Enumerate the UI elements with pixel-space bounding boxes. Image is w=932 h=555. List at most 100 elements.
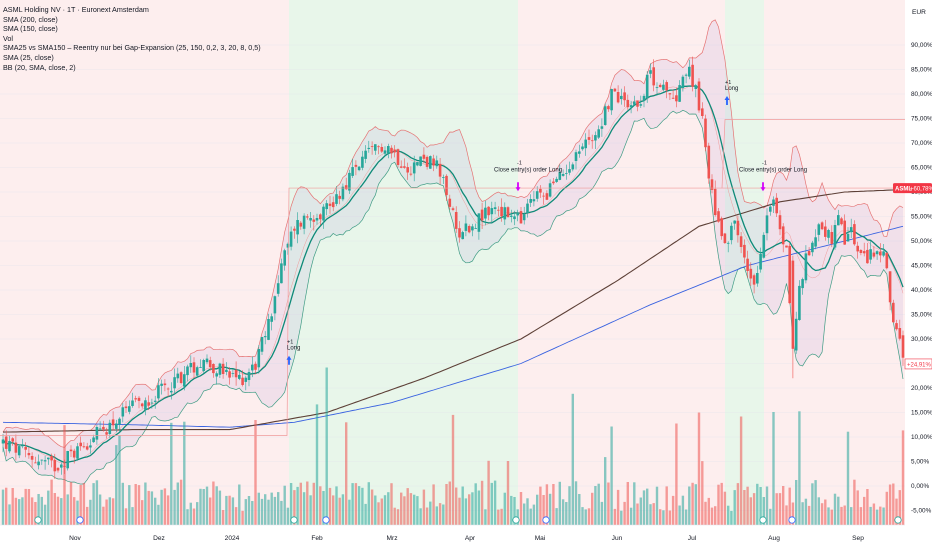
candle-body <box>704 118 707 148</box>
volume-bar <box>105 499 108 525</box>
volume-bar <box>124 508 128 525</box>
volume-bar <box>901 430 905 525</box>
legend-item[interactable]: BB (20, SMA, close, 2) <box>3 62 76 72</box>
volume-bar <box>646 488 649 525</box>
candle-body <box>658 84 662 88</box>
candle-body <box>565 173 568 174</box>
candle-body <box>221 363 225 374</box>
legend-item[interactable]: Vol <box>3 33 13 43</box>
earnings-dividend-marker <box>290 516 298 524</box>
candle-body <box>694 85 698 89</box>
volume-bar <box>202 489 205 525</box>
candle-body <box>895 323 898 330</box>
volume-bar <box>179 479 183 525</box>
candle-body <box>412 162 416 174</box>
candle-body <box>629 105 633 108</box>
candle-body <box>820 222 824 230</box>
volume-bar <box>121 482 124 525</box>
candle-body <box>833 225 837 248</box>
candle-body <box>72 450 76 458</box>
volume-bar <box>497 509 500 525</box>
legend-item[interactable]: SMA (150, close) <box>3 24 58 34</box>
candle-body <box>208 360 212 368</box>
candle-body <box>688 66 691 77</box>
volume-bar <box>273 496 277 525</box>
candle-body <box>293 228 296 231</box>
volume-bar <box>704 501 707 525</box>
volume-bar <box>723 491 727 525</box>
volume-bar <box>387 492 390 525</box>
volume-bar <box>14 497 18 525</box>
volume-bar <box>620 510 623 525</box>
candle-body <box>642 95 646 101</box>
candle-body <box>267 319 270 340</box>
volume-bar <box>532 504 536 525</box>
volume-bar <box>102 506 105 525</box>
candle-body <box>817 224 821 235</box>
candle-body <box>85 446 89 450</box>
legend-item[interactable]: SMA (25, close) <box>3 52 54 62</box>
volume-bar <box>752 493 756 525</box>
candle-body <box>137 397 141 401</box>
volume-bar <box>69 482 73 525</box>
volume-bar <box>383 495 387 525</box>
candle-body <box>192 362 196 373</box>
volume-bar <box>811 483 814 525</box>
volume-bar <box>701 461 704 525</box>
volume-bar <box>824 499 827 525</box>
candle-body <box>357 166 361 171</box>
candle-body <box>286 243 290 248</box>
legend-item[interactable]: SMA25 vs SMA150 – Reentry nur bei Gap-Ex… <box>3 43 261 53</box>
volume-bar <box>578 494 581 525</box>
candle-body <box>775 197 778 214</box>
candle-body <box>461 232 464 240</box>
region-band <box>289 0 518 525</box>
candle-body <box>480 209 484 221</box>
volume-bar <box>817 497 820 525</box>
candle-body <box>225 369 228 372</box>
candle-body <box>24 447 27 450</box>
signal-regions <box>0 0 905 525</box>
volume-bar <box>348 499 351 525</box>
volume-bar <box>853 479 856 525</box>
candle-body <box>403 166 406 168</box>
legend-item[interactable]: SMA (200, close) <box>3 14 58 24</box>
volume-bar <box>79 485 82 525</box>
volume-bar <box>500 508 503 525</box>
candle-body <box>21 445 24 447</box>
candle-body <box>807 251 811 256</box>
x-tick-label: Sep <box>852 535 864 542</box>
candle-body <box>668 93 672 95</box>
volume-bar <box>668 510 672 525</box>
candle-body <box>879 251 882 256</box>
volume-bar <box>565 502 568 525</box>
volume-bar <box>299 482 302 525</box>
candle-body <box>131 400 134 406</box>
volume-bar <box>170 422 173 525</box>
volume-bar <box>98 494 102 525</box>
y-tick-label: 0,00% <box>911 483 929 490</box>
candle-body <box>743 244 746 258</box>
volume-bar <box>458 497 461 525</box>
volume-bar <box>665 486 668 525</box>
candle-body <box>396 149 400 165</box>
volume-bar <box>345 422 348 525</box>
y-tick-label: 70,00% <box>911 140 932 147</box>
volume-bar <box>354 483 358 525</box>
volume-bar <box>529 508 532 525</box>
candle-body <box>869 249 872 260</box>
candle-body <box>671 97 675 99</box>
volume-bar <box>335 486 338 525</box>
volume-bar <box>869 506 872 525</box>
sma200-line <box>2 188 904 433</box>
volume-bar <box>626 482 629 525</box>
candle-body <box>555 178 558 182</box>
volume-bar <box>205 486 209 525</box>
volume-bar <box>510 495 513 525</box>
candle-body <box>778 215 782 230</box>
volume-bar <box>293 490 296 525</box>
volume-bar <box>89 499 92 525</box>
candle-body <box>578 151 581 154</box>
candle-body <box>322 206 325 221</box>
